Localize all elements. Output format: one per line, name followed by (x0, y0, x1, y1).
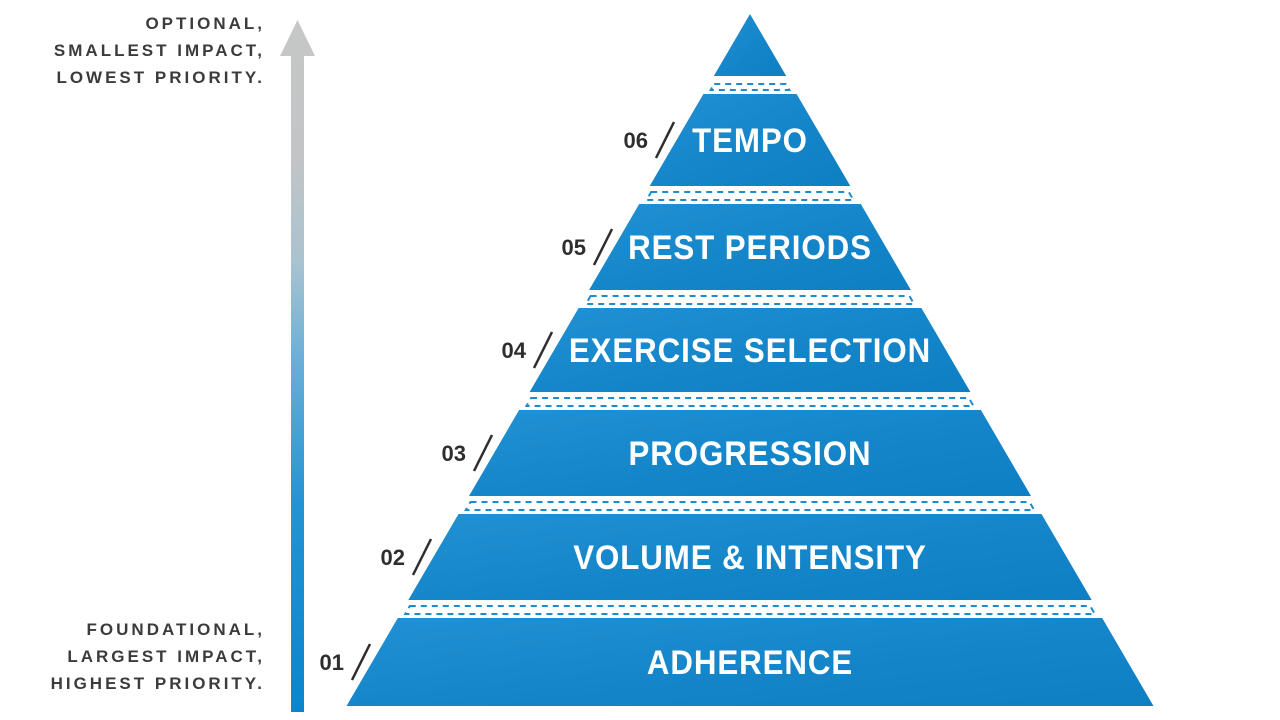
level-separator-2-1 (403, 605, 1097, 615)
level-02-slash (411, 538, 433, 576)
bottom-annotation-line-1: FOUNDATIONAL, (86, 620, 265, 639)
bottom-annotation: FOUNDATIONAL, LARGEST IMPACT, HIGHEST PR… (51, 616, 265, 697)
level-separator-5-4 (584, 295, 916, 305)
priority-arrow-head (280, 20, 315, 56)
svg-text:03: 03 (442, 441, 466, 466)
level-05-shape (589, 204, 911, 290)
svg-text:01: 01 (320, 650, 344, 675)
top-annotation: OPTIONAL, SMALLEST IMPACT, LOWEST PRIORI… (54, 10, 265, 91)
level-02-number: 02 (381, 538, 433, 576)
bottom-annotation-line-3: HIGHEST PRIORITY. (50, 674, 265, 693)
level-06-label: TEMPO (692, 121, 808, 160)
level-02-shape (408, 514, 1092, 600)
pyramid-cap (713, 14, 787, 76)
level-03-label: PROGRESSION (629, 434, 872, 473)
level-05-slash (592, 228, 614, 266)
priority-arrow-shaft (291, 52, 304, 712)
svg-text:04: 04 (502, 338, 527, 363)
top-annotation-line-1: OPTIONAL, (145, 14, 265, 33)
top-annotation-line-3: LOWEST PRIORITY. (56, 68, 265, 87)
level-01-label: ADHERENCE (647, 643, 853, 682)
level-03-slash (472, 434, 494, 472)
level-05-label: REST PERIODS (628, 228, 872, 267)
level-04-slash (532, 331, 554, 369)
level-01-slash (350, 643, 372, 681)
svg-text:02: 02 (381, 545, 405, 570)
level-01-number: 01 (320, 643, 372, 681)
level-04-number: 04 (502, 331, 554, 369)
svg-text:06: 06 (624, 128, 648, 153)
level-05-number: 05 (562, 228, 614, 266)
level-02-label: VOLUME & INTENSITY (573, 538, 927, 577)
level-03-shape (469, 410, 1031, 496)
svg-text:05: 05 (562, 235, 586, 260)
top-annotation-line-2: SMALLEST IMPACT, (53, 41, 265, 60)
level-03-number: 03 (442, 434, 494, 472)
level-06-number: 06 (624, 121, 676, 159)
level-separator-cap (708, 83, 792, 91)
level-06-slash (654, 121, 676, 159)
level-separator-6-5 (644, 191, 856, 201)
level-01-shape (346, 618, 1154, 706)
level-06-shape (649, 94, 851, 186)
priority-arrow (280, 20, 315, 712)
level-separator-3-2 (464, 501, 1036, 511)
level-04-shape (529, 308, 971, 392)
bottom-annotation-line-2: LARGEST IMPACT, (67, 647, 265, 666)
level-04-label: EXERCISE SELECTION (569, 331, 931, 370)
level-separator-4-3 (524, 397, 976, 407)
